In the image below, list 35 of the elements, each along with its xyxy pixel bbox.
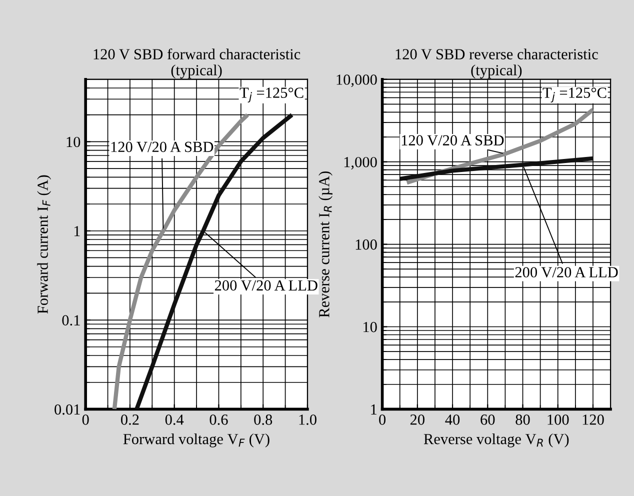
y-tick-label: 1 xyxy=(371,404,377,414)
chart-title: 120 V SBD forward characteristic (typical) xyxy=(94,48,300,78)
y-axis-title: Forward current I$_{F}$ (A) xyxy=(37,175,52,314)
x-tick-label: 0 xyxy=(379,414,386,425)
x-tick-label: 1.0 xyxy=(299,414,316,425)
annotation: T$_{j}$ =125°C xyxy=(542,88,606,102)
y-tick-label: 10,000 xyxy=(336,74,377,88)
y-tick-label: 0.1 xyxy=(62,315,80,326)
annotation: T$_{j}$ =125°C xyxy=(240,88,304,102)
series-label: 120 V/20 A SBD xyxy=(111,142,214,152)
x-tick-label: 60 xyxy=(480,414,495,425)
x-tick-label: 0.4 xyxy=(165,414,184,425)
y-axis-title: Reverse current I$_{R}$ (µA) xyxy=(318,171,332,318)
x-axis-title: Reverse voltage V$_{R}$ (V) xyxy=(424,433,569,448)
y-tick-label: 1,000 xyxy=(344,156,377,170)
series-label: 200 V/20 A LLD xyxy=(214,280,318,291)
x-tick-label: 0.8 xyxy=(254,414,272,425)
y-tick-label: 10 xyxy=(66,136,80,148)
x-tick-label: 120 xyxy=(582,414,604,425)
x-axis-title: Forward voltage V$_{F}$ (V) xyxy=(123,433,270,448)
x-tick-label: 80 xyxy=(516,414,530,425)
x-tick-label: 0.2 xyxy=(121,414,139,425)
text: 200 V/20 A LLD xyxy=(515,267,618,278)
series-label: 120 V/20 A SBD xyxy=(402,135,504,146)
x-tick-label: 0 xyxy=(82,414,89,425)
x-tick-label: 0.6 xyxy=(210,414,228,425)
y-tick-label: 1 xyxy=(74,226,80,236)
chart-title: 120 V SBD reverse characteristic (typical) xyxy=(396,48,598,78)
line-series xyxy=(398,156,596,182)
y-tick-label: 0.01 xyxy=(54,404,80,415)
y-tick-label: 10 xyxy=(364,322,377,332)
x-tick-label: 100 xyxy=(548,414,569,425)
x-tick-label: 20 xyxy=(410,414,424,425)
x-tick-label: 40 xyxy=(445,414,460,425)
y-tick-label: 100 xyxy=(356,239,377,250)
